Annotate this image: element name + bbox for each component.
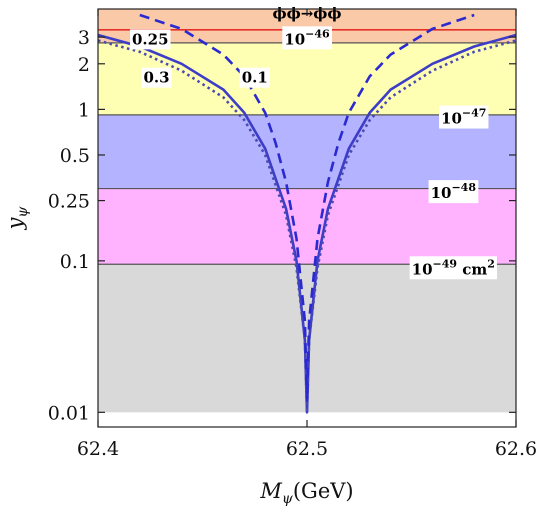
y-tick-label: 0.25 xyxy=(48,191,90,213)
y-tick-label: 2 xyxy=(78,54,90,76)
contour-label: 10−49 cm2 xyxy=(409,256,497,280)
y-tick-label: 0.01 xyxy=(48,402,90,424)
x-axis-ticks: 62.4 62.5 62.6 xyxy=(77,9,537,460)
x-axis-title: Mψ(GeV) xyxy=(259,479,353,507)
x-tick-label: 62.5 xyxy=(286,438,328,460)
series-dotted-line xyxy=(97,39,517,414)
contour-label-background xyxy=(239,67,270,88)
curve-series xyxy=(97,13,517,414)
contour-label-text: 10−49 cm2 xyxy=(412,257,495,278)
y-tick-label: 3 xyxy=(78,27,90,49)
contour-label-background xyxy=(428,180,479,204)
contour-label: 10−47 xyxy=(439,105,489,129)
contour-label: 10−48 xyxy=(428,180,479,204)
series-solid-line xyxy=(97,33,517,414)
y-axis-ticks: 0.01 0.1 0.25 0.5 1 2 3 xyxy=(48,27,516,424)
contour-label-background xyxy=(439,105,489,129)
contour-label: 0.1 xyxy=(239,67,270,88)
contour-label: 0.25 xyxy=(129,29,171,50)
series-dashed-line xyxy=(139,13,475,402)
contour-label-text: 10−47 xyxy=(441,107,486,128)
contour-label: 10−46 xyxy=(282,26,333,50)
y-tick-label: 0.5 xyxy=(60,145,90,167)
contour-label-background xyxy=(141,67,172,88)
y-tick-label: 0.1 xyxy=(60,251,90,273)
contour-label-text: 0.1 xyxy=(242,69,268,87)
y-axis-title: yψ xyxy=(3,206,31,231)
contour-label-background xyxy=(282,26,333,50)
contour-label-text: 10−48 xyxy=(431,181,477,202)
contour-label-text: 0.3 xyxy=(143,69,169,87)
contour-label: 0.3 xyxy=(141,67,172,88)
x-tick-label: 62.6 xyxy=(495,438,537,460)
contour-label-background xyxy=(409,256,497,280)
y-tick-label: 1 xyxy=(78,99,90,121)
contour-label-background xyxy=(129,29,171,50)
x-tick-label: 62.4 xyxy=(77,438,119,460)
contour-label-text: 0.25 xyxy=(132,30,169,48)
contour-label-text: 10−46 xyxy=(284,27,330,48)
